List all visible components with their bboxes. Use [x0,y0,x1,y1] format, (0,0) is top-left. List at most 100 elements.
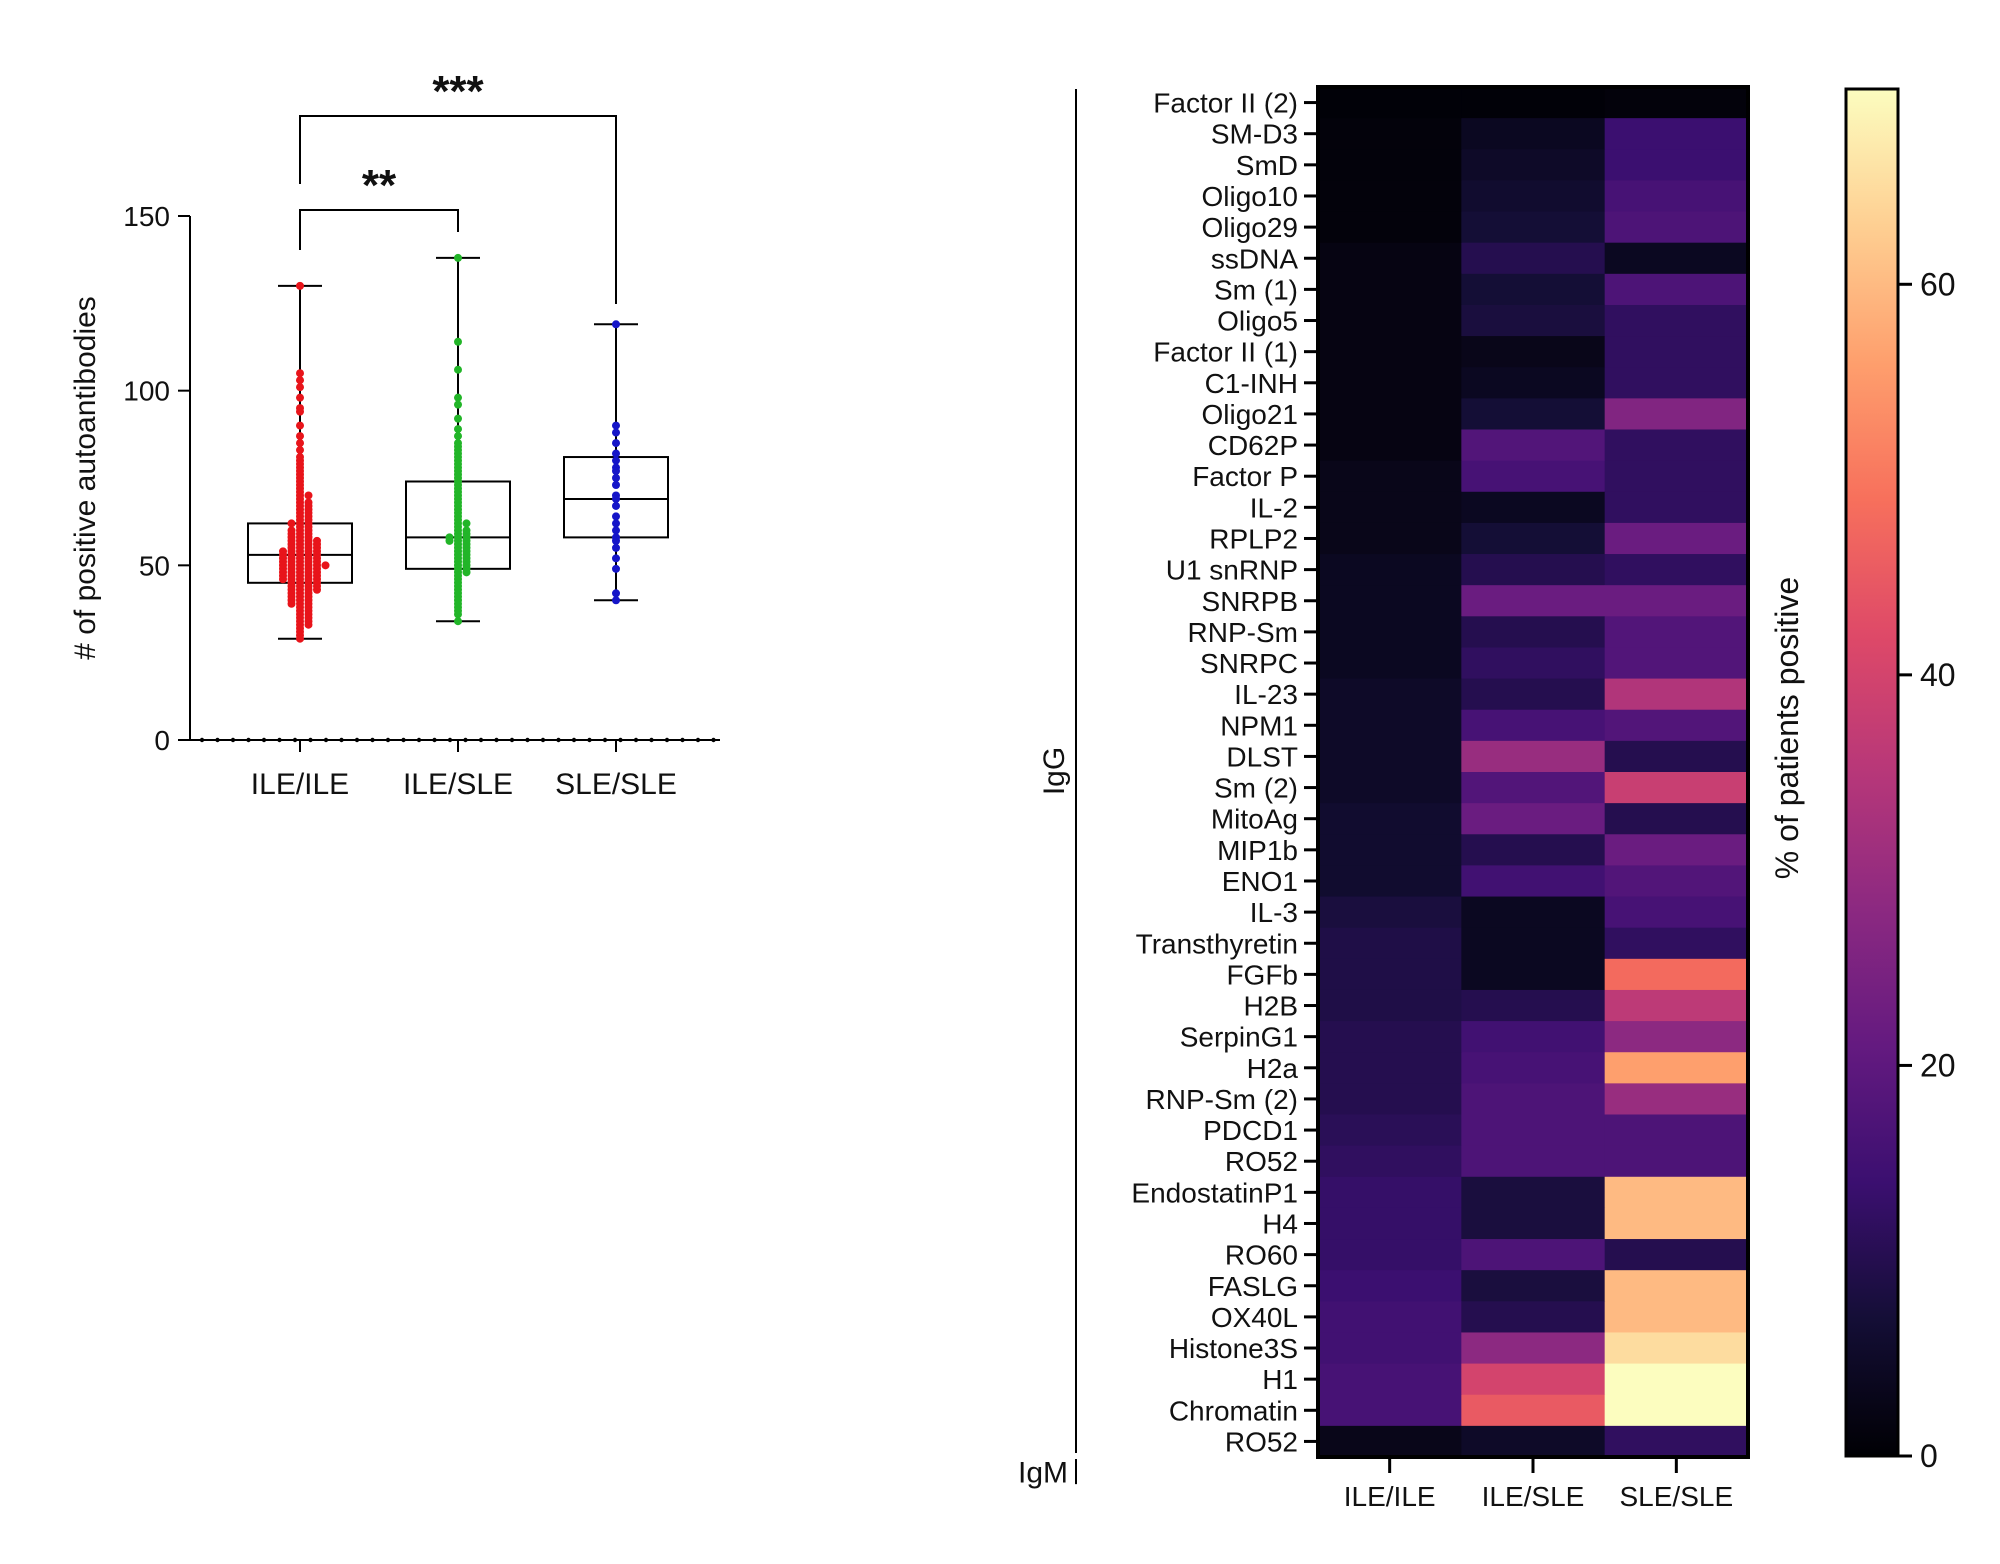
data-point [296,432,304,441]
heatmap-cell [1318,1083,1462,1115]
heatmap-cell [1318,1207,1462,1240]
heatmap-cell [1604,834,1749,866]
significance-bracket: ** [299,161,459,250]
heatmap-cell [1318,1425,1462,1458]
heatmap-cell [1318,772,1462,804]
row-label: IL-3 [1250,897,1298,928]
heatmap-cell [1461,1176,1606,1209]
heatmap-cell [1318,803,1462,835]
data-point [454,253,462,262]
heatmap-cell [1604,1301,1749,1333]
heatmap-cell [1604,1021,1749,1053]
heatmap-cell [1461,585,1606,617]
heatmap-cell [1318,1021,1462,1053]
heatmap-cell [1461,460,1606,493]
data-point [612,428,620,437]
x-axis-minor-tick [509,737,515,743]
heatmap-cell [1318,87,1462,119]
row-label: RO52 [1225,1426,1298,1457]
heatmap-cell [1318,211,1462,244]
heatmap-cell [1318,180,1462,213]
heatmap-cell [1461,1363,1606,1396]
heatmap-cell [1461,273,1606,306]
data-point [454,425,462,434]
heatmap-cell [1461,429,1606,462]
x-axis-minor-tick [587,737,592,743]
row-label: H4 [1262,1208,1298,1239]
heatmap-cell [1604,989,1749,1022]
y-tick-label: 50 [139,550,170,581]
data-point [279,575,287,584]
heatmap-cell [1318,1052,1462,1084]
heatmap-cell [1604,647,1749,680]
heatmap-cell [1461,1145,1606,1178]
row-label: SmD [1236,150,1298,181]
x-axis-minor-tick [478,737,484,743]
row-label: Transthyretin [1136,928,1298,959]
bracket-line [299,115,617,304]
column-label: ILE/ILE [1344,1481,1436,1512]
data-point [287,599,296,608]
heatmap-cell [1318,460,1462,493]
x-axis-minor-tick [308,737,313,743]
data-point [612,480,620,489]
heatmap-cell [1461,1394,1606,1427]
heatmap-cell [1604,1083,1749,1115]
colorbar-label: % of patients positive [1769,577,1805,879]
row-label: ENO1 [1222,866,1298,897]
x-axis-minor-tick [680,737,685,743]
row-label: SNRPC [1200,648,1298,679]
x-axis-minor-tick [246,737,251,743]
heatmap-cell [1318,554,1462,586]
heatmap-panel: Factor II (2)SM-D3SmDOligo10Oligo29ssDNA… [1018,85,1956,1512]
heatmap-cell [1604,709,1749,742]
heatmap-cell [1461,803,1606,835]
x-axis-minor-tick [432,737,437,743]
data-point [462,568,471,577]
x-axis-minor-tick [649,737,654,743]
heatmap-cell [1461,958,1606,991]
heatmap-cell [1604,1207,1749,1240]
data-point [296,446,304,455]
heatmap-cell [1604,118,1749,150]
heatmap-cell [1604,1425,1749,1458]
x-axis-minor-tick [618,737,623,743]
data-point [454,365,462,374]
heatmap-cell [1461,336,1606,368]
heatmap-cell [1604,865,1749,898]
heatmap-cell [1604,554,1749,586]
heatmap-cell [1604,1114,1749,1147]
heatmap-cell [1461,772,1606,804]
row-label: RPLP2 [1209,523,1298,554]
row-label: ssDNA [1211,243,1298,274]
heatmap-cell [1461,149,1606,181]
column-label: SLE/SLE [1620,1481,1734,1512]
heatmap-cell [1461,1239,1606,1271]
row-label: Oligo5 [1217,306,1298,337]
y-tick-label: 0 [154,725,170,756]
colorbar-tick-label: 60 [1920,266,1956,302]
data-point [612,536,620,545]
heatmap-cell [1461,896,1606,929]
row-label: C1-INH [1205,368,1298,399]
heatmap-cell [1461,834,1606,866]
heatmap-cell [1461,927,1606,960]
data-point [612,526,620,535]
heatmap-cell [1461,1425,1606,1458]
heatmap-cell [1461,989,1606,1022]
data-point [454,617,462,626]
heatmap-cell [1604,772,1749,804]
x-axis-minor-tick [525,737,530,743]
heatmap-cell [1461,1332,1606,1365]
data-point [612,456,620,465]
heatmap-cell [1604,460,1749,493]
x-axis-minor-tick [664,737,670,743]
heatmap-frame [1316,85,1750,1459]
heatmap-cell [1318,1394,1462,1427]
row-label: DLST [1226,741,1298,772]
heatmap-cell [1318,616,1462,648]
heatmap-cell [1604,678,1749,711]
heatmap-cell [1604,740,1749,773]
heatmap-cell [1461,522,1606,555]
